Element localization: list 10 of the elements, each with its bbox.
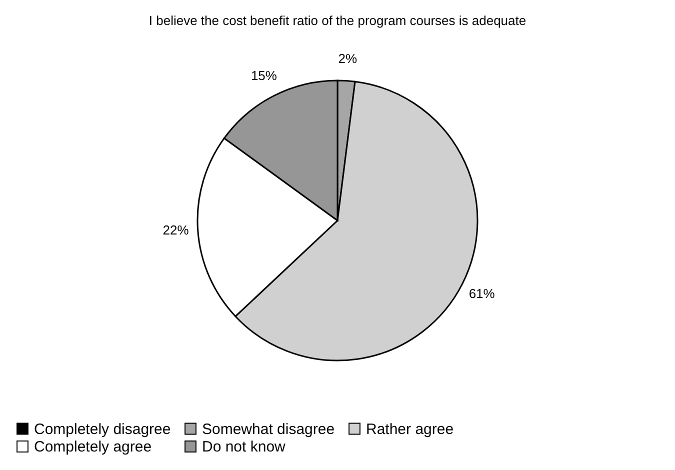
data-label: 22% (162, 222, 190, 238)
chart-title: I believe the cost benefit ratio of the program courses is adequate (148, 13, 526, 28)
legend-label: Completely disagree (34, 420, 171, 438)
data-label: 61% (468, 286, 496, 302)
data-label: 15% (250, 68, 278, 84)
legend-label: Somewhat disagree (202, 420, 335, 438)
legend-label: Rather agree (366, 420, 454, 438)
legend-label: Completely agree (34, 438, 152, 456)
legend-label: Do not know (202, 438, 286, 456)
data-label: 2% (338, 50, 358, 66)
